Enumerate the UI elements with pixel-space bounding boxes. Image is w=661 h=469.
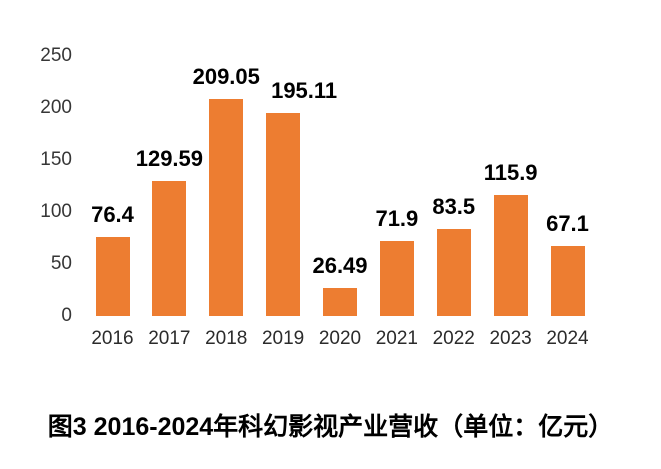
x-tick-label: 2022	[432, 328, 475, 349]
bar-value-label: 67.1	[546, 211, 589, 236]
bar-2018	[209, 99, 244, 316]
x-tick-label: 2019	[261, 328, 305, 349]
bar-2022	[436, 229, 471, 316]
bar-2024	[550, 246, 585, 316]
bar-2017	[152, 181, 187, 316]
x-tick-label: 2024	[546, 328, 589, 349]
bar-value-label: 71.9	[375, 206, 419, 231]
bar-value-label: 209.05	[192, 64, 260, 89]
bar-value-label: 83.5	[432, 194, 476, 219]
bar-value-label: 129.59	[135, 146, 204, 171]
x-tick-label: 2016	[91, 328, 134, 349]
x-tick-label: 2018	[205, 328, 248, 349]
y-tick-label: 100	[40, 201, 72, 222]
y-tick-label: 200	[40, 97, 72, 118]
y-tick-label: 150	[40, 149, 72, 170]
bar-value-label: 195.11	[271, 78, 338, 103]
y-tick-label: 250	[40, 45, 72, 66]
bar-2016	[95, 237, 130, 316]
bar-2021	[379, 241, 414, 316]
x-tick-label: 2020	[318, 328, 362, 349]
x-tick-label: 2023	[489, 328, 532, 349]
y-tick-label: 0	[61, 305, 72, 326]
bar-value-label: 115.9	[483, 160, 538, 185]
bar-value-label: 26.49	[312, 253, 368, 278]
bar-2019	[266, 113, 301, 316]
x-tick-label: 2021	[375, 328, 419, 349]
chart-caption: 图3 2016-2024年科幻影视产业营收（单位：亿元）	[47, 413, 614, 441]
x-tick-label: 2017	[148, 328, 191, 349]
y-tick-label: 50	[50, 253, 72, 274]
bar-2020	[323, 288, 357, 316]
bar-value-label: 76.4	[91, 202, 134, 227]
bar-2023	[493, 195, 528, 316]
